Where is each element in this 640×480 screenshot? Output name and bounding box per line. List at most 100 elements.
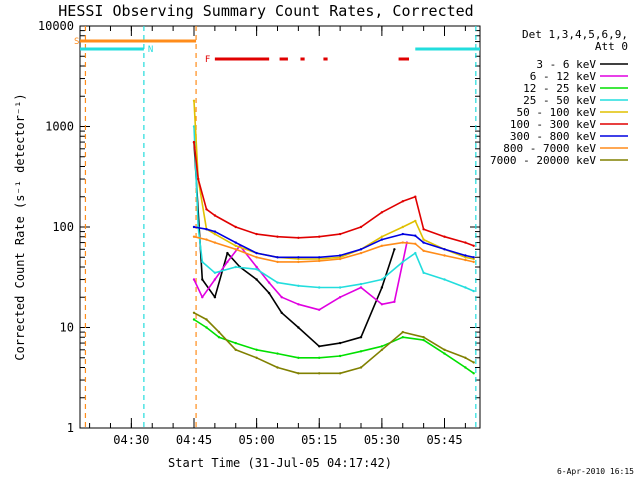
data-point <box>234 225 237 229</box>
data-point <box>422 336 425 339</box>
data-point <box>464 254 467 257</box>
series-layer <box>192 99 475 375</box>
data-point <box>255 348 258 351</box>
data-point <box>393 248 396 251</box>
data-point <box>276 260 279 264</box>
data-point <box>318 286 321 289</box>
data-point <box>234 341 237 345</box>
data-point <box>276 352 279 355</box>
data-point <box>422 271 425 274</box>
y-tick-label: 10 <box>60 321 74 335</box>
legend-label: 25 - 50 keV <box>523 94 596 107</box>
data-point <box>359 286 363 289</box>
data-point <box>401 260 404 264</box>
data-point <box>443 278 446 281</box>
x-axis: 04:30 04:45 05:00 05:15 05:30 05:45 <box>89 26 466 447</box>
data-point <box>380 286 384 289</box>
data-point <box>213 278 217 281</box>
data-point <box>234 348 237 351</box>
data-point <box>192 318 196 321</box>
data-point <box>414 219 417 223</box>
legend-label: 12 - 25 keV <box>523 82 596 95</box>
data-point <box>226 251 229 255</box>
legend-label: 6 - 12 keV <box>530 70 597 83</box>
data-point <box>318 235 321 238</box>
data-point <box>380 345 384 348</box>
data-point <box>226 260 229 264</box>
y-tick-label: 10000 <box>38 19 74 33</box>
data-point <box>213 214 217 217</box>
data-point <box>380 303 384 306</box>
data-point <box>414 195 417 198</box>
data-point <box>422 241 425 244</box>
data-point <box>472 257 475 261</box>
data-point <box>401 200 404 203</box>
data-point <box>255 256 258 259</box>
data-point <box>472 372 475 375</box>
data-point <box>217 330 221 334</box>
data-point <box>267 281 271 284</box>
data-point <box>318 259 321 263</box>
data-point <box>201 260 204 264</box>
x-tick-label: 05:00 <box>239 433 275 447</box>
flag-label: F <box>205 55 210 65</box>
data-point <box>401 225 404 229</box>
series-line <box>193 242 408 311</box>
series-line <box>193 142 396 348</box>
data-point <box>255 265 258 269</box>
data-point <box>234 244 237 247</box>
data-point <box>464 241 467 244</box>
data-point <box>297 303 300 306</box>
legend-label: 50 - 100 keV <box>517 106 597 119</box>
data-point <box>338 354 342 358</box>
data-point <box>401 330 404 334</box>
legend-label: 800 - 7000 keV <box>503 142 596 155</box>
legend-label: 300 - 800 keV <box>510 130 596 143</box>
data-point <box>422 228 425 231</box>
data-point <box>464 366 467 369</box>
data-point <box>192 225 196 229</box>
series-line <box>193 318 475 374</box>
x-tick-label: 05:15 <box>301 433 337 447</box>
data-point <box>401 232 404 236</box>
data-point <box>255 232 258 236</box>
data-point <box>205 326 208 329</box>
data-point <box>464 258 467 262</box>
y-axis: 1 10 100 1000 10000 <box>38 19 480 435</box>
data-point <box>280 296 283 299</box>
data-point <box>359 282 363 286</box>
flag-layer: S N F <box>74 26 480 428</box>
data-point <box>276 281 279 284</box>
data-point <box>338 286 342 289</box>
data-point <box>201 296 204 299</box>
x-tick-label: 05:45 <box>426 433 462 447</box>
x-axis-label: Start Time (31-Jul-05 04:17:42) <box>168 456 392 470</box>
data-point <box>380 348 384 351</box>
x-tick-label: 04:45 <box>176 433 212 447</box>
x-tick-label: 05:30 <box>364 433 400 447</box>
data-point <box>297 356 300 359</box>
data-point <box>472 289 475 293</box>
data-point <box>414 251 417 255</box>
data-point <box>276 235 279 238</box>
data-point <box>472 361 475 364</box>
data-point <box>380 244 384 247</box>
data-point <box>359 350 363 353</box>
y-tick-label: 1 <box>67 421 74 435</box>
y-tick-label: 1000 <box>45 120 74 134</box>
legend-label: 3 - 6 keV <box>536 58 596 71</box>
data-point <box>217 336 221 339</box>
data-point <box>234 241 237 244</box>
data-point <box>338 254 342 257</box>
data-point <box>297 236 300 239</box>
data-point <box>443 235 446 238</box>
data-point <box>213 296 217 299</box>
series-line <box>193 126 475 292</box>
data-point <box>422 338 425 342</box>
data-point <box>472 256 475 259</box>
data-point <box>318 345 321 348</box>
timestamp: 6-Apr-2010 16:15 <box>557 467 634 476</box>
data-point <box>318 256 321 259</box>
data-point <box>422 238 425 241</box>
data-point <box>276 366 279 369</box>
